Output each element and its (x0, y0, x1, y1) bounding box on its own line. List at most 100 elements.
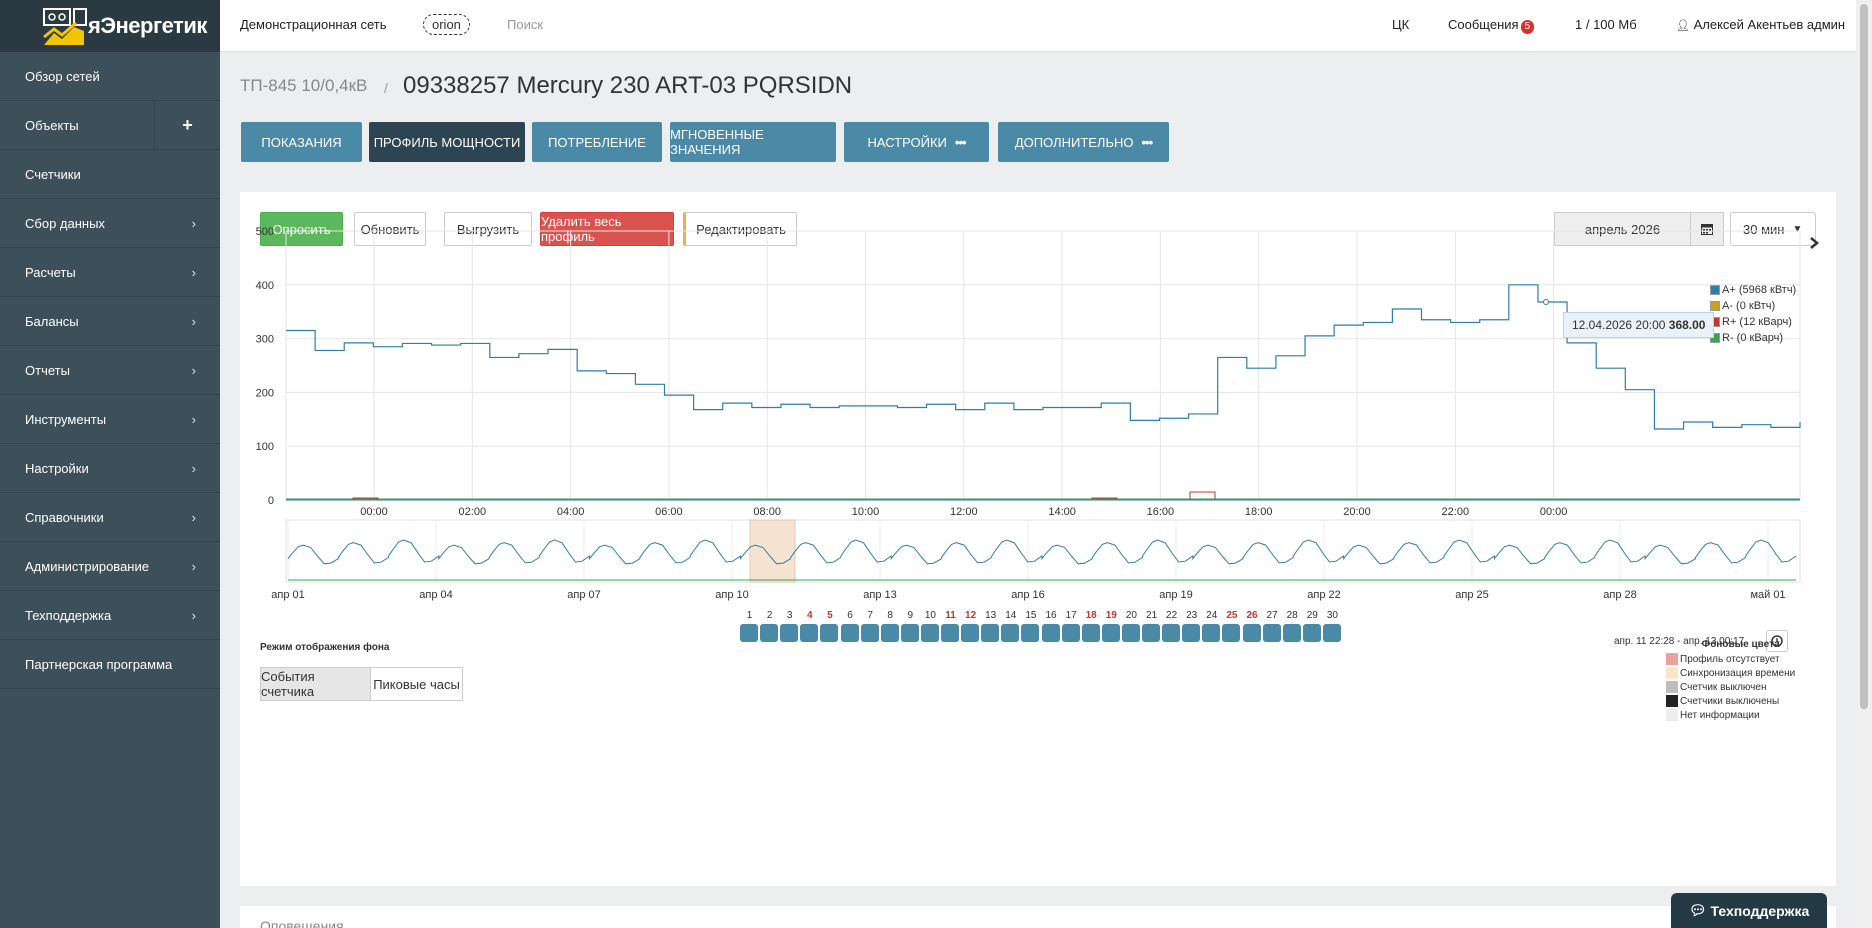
chevron-right-icon: › (191, 265, 196, 280)
legend-next-icon[interactable] (1808, 236, 1820, 250)
day-button[interactable] (1222, 624, 1241, 642)
navigator-tick-label: апр 22 (1307, 589, 1340, 601)
day-button[interactable] (1061, 624, 1080, 642)
day-button[interactable] (981, 624, 1000, 642)
day-button[interactable] (1162, 624, 1181, 642)
interval-select[interactable]: 30 мин ▼ (1730, 212, 1816, 246)
day-button[interactable] (1242, 624, 1261, 642)
sidebar-item[interactable]: Справочники › (0, 493, 220, 542)
messages-link[interactable]: Сообщения 5 (1448, 17, 1535, 34)
tab[interactable]: Профиль мощности (369, 122, 525, 162)
day-button[interactable] (941, 624, 959, 642)
refresh-button[interactable]: Обновить (354, 212, 426, 246)
sidebar-item[interactable]: Администрирование › (0, 542, 220, 591)
legend-swatch (1710, 333, 1720, 343)
tab[interactable]: Дополнительно ••• (998, 122, 1169, 162)
tab[interactable]: Настройки ••• (844, 122, 989, 162)
search-input[interactable]: Поиск (507, 17, 544, 32)
day-button[interactable] (1101, 624, 1120, 642)
day-button[interactable] (760, 624, 779, 642)
tab[interactable]: Показания (241, 122, 362, 162)
day-button[interactable] (800, 624, 819, 642)
y-tick-label: 100 (256, 441, 274, 453)
day-button[interactable] (900, 624, 919, 642)
day-button[interactable] (1121, 624, 1140, 642)
day-button[interactable] (820, 624, 839, 642)
sidebar-item[interactable]: Настройки › (0, 444, 220, 493)
legend-item[interactable]: R+ (12 кВарч) (1710, 314, 1796, 330)
day-button[interactable] (860, 624, 879, 642)
logo[interactable]: яЭнергетик (0, 0, 220, 52)
meter-events-button[interactable]: События счетчика (260, 667, 371, 701)
legend-item[interactable]: A+ (5968 кВтч) (1710, 282, 1796, 298)
alerts-title: Оповещения (260, 918, 344, 928)
sidebar-item[interactable]: Расчеты › (0, 248, 220, 297)
delete-profile-button[interactable]: Удалить весь профиль (540, 212, 674, 246)
day-number: 12 (965, 610, 977, 621)
day-button[interactable] (1302, 624, 1321, 642)
day-button[interactable] (1202, 624, 1221, 642)
month-field[interactable]: апрель 2026 (1554, 212, 1691, 246)
page-scrollbar[interactable] (1856, 0, 1872, 928)
day-button[interactable] (1041, 624, 1060, 642)
day-number: 17 (1065, 610, 1077, 621)
day-button[interactable] (1182, 624, 1201, 642)
sidebar-item[interactable]: Балансы › (0, 297, 220, 346)
day-button[interactable] (1282, 624, 1301, 642)
tab-label: Потребление (548, 134, 646, 150)
add-object-button[interactable]: + (154, 101, 220, 149)
sidebar-item[interactable]: Счетчики (0, 150, 220, 199)
tab-label: Дополнительно (1014, 134, 1134, 150)
calendar-button[interactable] (1690, 212, 1724, 246)
day-button[interactable] (961, 624, 980, 642)
day-button[interactable] (740, 624, 758, 642)
edit-button[interactable]: Редактировать (683, 212, 797, 246)
day-button[interactable] (1021, 624, 1040, 642)
ck-link[interactable]: ЦК (1392, 17, 1410, 32)
sidebar-item[interactable]: Партнерская программа (0, 640, 220, 689)
user-menu[interactable]: 👤︎ Алексей Акентьев админ (1676, 17, 1845, 32)
day-button[interactable] (840, 624, 859, 642)
power-profile-chart[interactable]: 500 400 300 200 100 0 00:00 02:00 04:00 06:00 08:0… (240, 192, 1836, 752)
peak-hours-button[interactable]: Пиковые часы (370, 667, 463, 701)
day-button[interactable] (1142, 624, 1160, 642)
calendar-icon (1701, 224, 1713, 235)
day-button[interactable] (880, 624, 899, 642)
day-number: 13 (985, 610, 997, 621)
network-selector[interactable]: Демонстрационная сеть (240, 17, 387, 32)
x-tick-label: 08:00 (753, 506, 781, 518)
legend-item[interactable]: R- (0 кВарч) (1710, 330, 1796, 346)
background-legend-label: Нет информации (1680, 709, 1760, 721)
poll-button[interactable]: Опросить (260, 212, 343, 246)
day-button[interactable] (1262, 624, 1281, 642)
server-pill[interactable]: orion (423, 14, 470, 35)
day-button[interactable] (1081, 624, 1100, 642)
sidebar-item[interactable]: Инструменты › (0, 395, 220, 444)
navigator-series-line (287, 539, 1797, 565)
x-tick-label: 22:00 (1442, 506, 1470, 518)
scroll-thumb[interactable] (1860, 4, 1868, 709)
breadcrumb[interactable]: ТП-845 10/0,4кВ (240, 76, 368, 95)
day-button[interactable] (920, 624, 939, 642)
tab[interactable]: Потребление (532, 122, 662, 162)
y-tick-label: 500 (256, 226, 274, 238)
sidebar-item[interactable]: Сбор данных › (0, 199, 220, 248)
sidebar-item-label: Настройки (25, 460, 89, 476)
sidebar-item[interactable]: Отчеты › (0, 346, 220, 395)
export-button[interactable]: Выгрузить (444, 212, 532, 246)
chart-legend: A+ (5968 кВтч) A- (0 кВтч) R+ (12 кВарч) R-… (1710, 282, 1796, 346)
sidebar-item[interactable]: Техподдержка › (0, 591, 220, 640)
storage-indicator[interactable]: 1 / 100 Мб (1575, 17, 1637, 32)
tab[interactable]: Мгновенные значения (670, 122, 836, 162)
support-button[interactable]: 💬︎ Техподдержка (1671, 893, 1827, 928)
sidebar-item[interactable]: Обзор сетей (0, 52, 220, 101)
day-button[interactable] (1322, 624, 1341, 642)
range-reset-button[interactable] (1766, 630, 1788, 652)
legend-label: R+ (12 кВарч) (1722, 316, 1792, 328)
sidebar-item[interactable]: Объекты + (0, 101, 220, 150)
day-number: 5 (827, 610, 833, 621)
day-button[interactable] (780, 624, 799, 642)
day-button[interactable] (1001, 624, 1020, 642)
day-number: 21 (1145, 610, 1158, 621)
legend-item[interactable]: A- (0 кВтч) (1710, 298, 1796, 314)
